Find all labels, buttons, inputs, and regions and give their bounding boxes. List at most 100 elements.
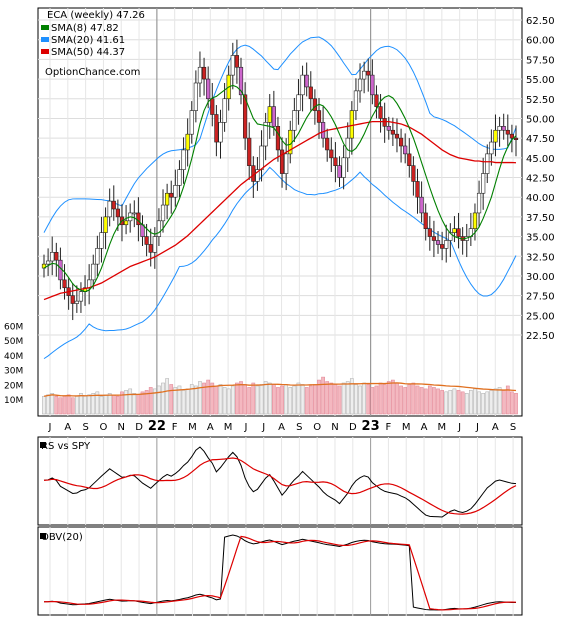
candle-body (263, 122, 268, 147)
volume-bar (181, 390, 186, 415)
candle-body (87, 279, 92, 289)
volume-y-tick-label: 20M (4, 381, 23, 391)
price-y-tick-label: 55.00 (526, 75, 555, 86)
volume-bar (70, 397, 75, 415)
candle-body (222, 98, 227, 123)
volume-bar (255, 385, 260, 415)
candle-body (411, 165, 416, 182)
candle-body (419, 196, 424, 214)
candle-body (337, 165, 342, 178)
rs-panel-title: RS vs SPY (41, 441, 91, 452)
x-tick-label: A (492, 422, 499, 433)
x-tick-label: A (278, 422, 285, 433)
candle-body (390, 129, 395, 135)
candle-body (456, 228, 461, 237)
volume-y-tick-label: 60M (4, 322, 23, 332)
legend-label: SMA(8) 47.82 (51, 23, 119, 34)
obv-panel-title: OBV(20) (41, 532, 83, 543)
x-tick-label: J (457, 422, 461, 433)
candle-body (304, 74, 309, 88)
obv-line (43, 534, 517, 611)
watermark-label: OptionChance.com (45, 67, 140, 78)
candle-body (415, 181, 420, 198)
x-tick-label: A (421, 422, 428, 433)
volume-bar (214, 385, 219, 415)
candle-body (333, 157, 338, 166)
candle-body (312, 98, 317, 111)
candle-body (177, 169, 182, 186)
x-tick-label: 22 (148, 419, 166, 434)
volume-bar (148, 387, 153, 415)
candle-body (247, 137, 252, 166)
candle-body (46, 260, 51, 265)
volume-bar (407, 384, 412, 415)
candle-body (78, 291, 84, 302)
candle-body (394, 133, 400, 139)
volume-bar (284, 384, 289, 415)
candle-body (275, 126, 281, 151)
volume-bar (493, 388, 498, 415)
rs-average-line (43, 457, 517, 515)
volume-bar (66, 394, 71, 415)
volume-y-tick-label: 50M (4, 337, 23, 347)
candle-body (156, 220, 162, 237)
bollinger-upper-line (43, 36, 517, 233)
candle-body (152, 236, 157, 253)
candle-body (423, 212, 428, 229)
volume-bar (251, 382, 256, 415)
volume-bar (296, 382, 301, 415)
candle-body (501, 126, 506, 131)
volume-bar (107, 393, 112, 415)
volume-bar (210, 382, 215, 415)
candle-body (279, 149, 285, 174)
candle-body (489, 141, 494, 155)
volume-bar (267, 382, 272, 415)
volume-bar (329, 382, 334, 415)
candle-body (329, 149, 334, 159)
price-panel-frame (37, 7, 523, 417)
volume-bar (382, 384, 387, 415)
volume-bar (391, 379, 395, 415)
x-tick-label: J (243, 422, 247, 433)
volume-y-tick-label: 10M (4, 396, 23, 406)
candle-body (197, 66, 203, 84)
candle-body (485, 153, 490, 174)
volume-bar (337, 385, 342, 415)
candle-body (427, 228, 432, 237)
candle-body (292, 110, 297, 131)
sma50-line (43, 120, 517, 301)
volume-bar (202, 382, 206, 415)
volume-bar (189, 384, 194, 415)
volume-bar (259, 384, 264, 415)
volume-bar (501, 390, 506, 415)
candle-body (238, 66, 244, 96)
x-tick-label: M (438, 422, 447, 433)
candle-body (243, 94, 248, 139)
candle-body (366, 70, 371, 76)
volume-bar (485, 391, 490, 415)
volume-bar (276, 387, 280, 415)
x-tick-label: F (386, 422, 392, 433)
candle-body (325, 137, 330, 151)
volume-bar (177, 385, 182, 415)
volume-bar (161, 382, 165, 415)
candle-body (74, 300, 79, 304)
candle-body (472, 212, 478, 229)
candle-body (431, 236, 437, 241)
candle-body (234, 55, 240, 68)
candle-body (353, 90, 359, 111)
x-tick-label: J (48, 422, 52, 433)
obv-average-line (43, 535, 517, 611)
candle-body (91, 263, 96, 281)
volume-bar (50, 393, 55, 415)
volume-y-tick-label: 40M (4, 352, 23, 362)
price-y-tick-label: 30.00 (526, 272, 555, 283)
volume-bar (333, 384, 338, 415)
volume-bar (198, 381, 202, 415)
volume-bar (477, 391, 481, 415)
volume-bar (362, 382, 366, 415)
price-y-tick-label: 57.50 (526, 55, 555, 66)
obv-legend-swatch (40, 533, 46, 539)
candle-body (435, 240, 441, 245)
volume-bar (415, 385, 420, 415)
